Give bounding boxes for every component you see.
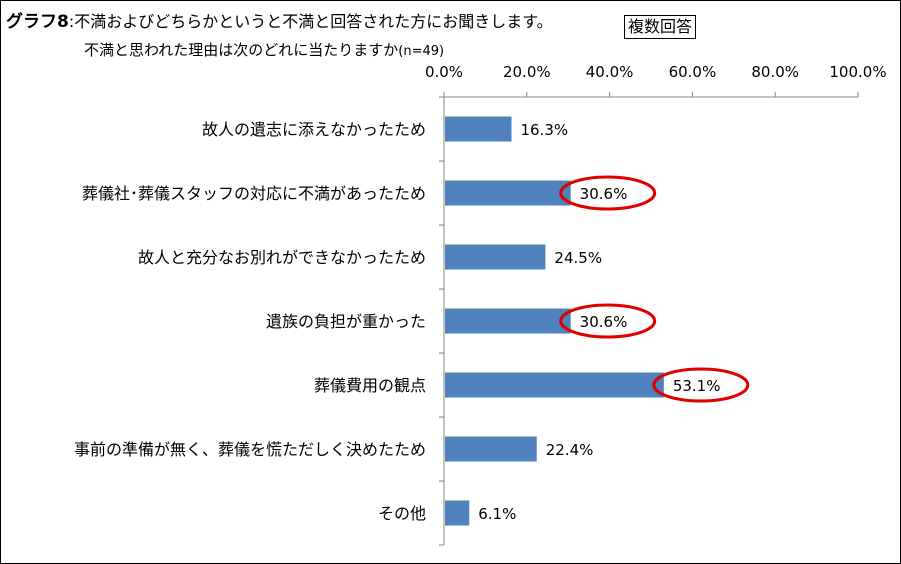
category-label: 事前の準備が無く、葬儀を慌ただしく決めたため [74, 440, 426, 459]
x-tick-label: 20.0% [503, 63, 551, 81]
bar [445, 372, 664, 398]
multiple-answer-badge: 複数回答 [624, 15, 697, 39]
bar [445, 308, 571, 334]
bar [445, 116, 512, 142]
category-label: 故人の遺志に添えなかったため [202, 120, 426, 139]
data-label: 53.1% [673, 377, 721, 395]
x-tick-label: 80.0% [751, 63, 799, 81]
category-label: 葬儀社･葬儀スタッフの対応に不満があったため [82, 184, 426, 203]
bar [445, 180, 571, 206]
data-label: 30.6% [580, 313, 628, 331]
bar [445, 500, 470, 526]
x-tick-label: 60.0% [669, 63, 717, 81]
category-label: 葬儀費用の観点 [314, 376, 426, 395]
graph-label: グラフ8 [6, 12, 69, 32]
x-tick-label: 100.0% [829, 63, 886, 81]
question-text: :不満およびどちらかというと不満と回答された方にお聞きします。 [68, 12, 553, 31]
category-label: 遺族の負担が重かった [266, 312, 426, 331]
category-label: 故人と充分なお別れができなかったため [138, 248, 426, 267]
highlight-circle [559, 175, 657, 211]
data-label: 24.5% [554, 249, 602, 267]
data-label: 16.3% [520, 121, 568, 139]
bar [445, 436, 537, 462]
chart-question-line-2: 不満と思われた理由は次のどれに当たりますか(n=49) [84, 39, 444, 60]
bar [445, 244, 546, 270]
sample-size: (n=49) [398, 44, 445, 59]
data-label: 22.4% [546, 441, 594, 459]
data-label: 30.6% [580, 185, 628, 203]
x-tick-label: 0.0% [425, 63, 463, 81]
highlight-circle [652, 367, 750, 403]
x-tick-label: 40.0% [586, 63, 634, 81]
chart-question-line-1: グラフ8:不満およびどちらかというと不満と回答された方にお聞きします。 [6, 7, 553, 32]
highlight-circle [559, 303, 657, 339]
category-label: その他 [378, 504, 426, 523]
question-text-2: 不満と思われた理由は次のどれに当たりますか [84, 41, 399, 59]
data-label: 6.1% [478, 505, 516, 523]
